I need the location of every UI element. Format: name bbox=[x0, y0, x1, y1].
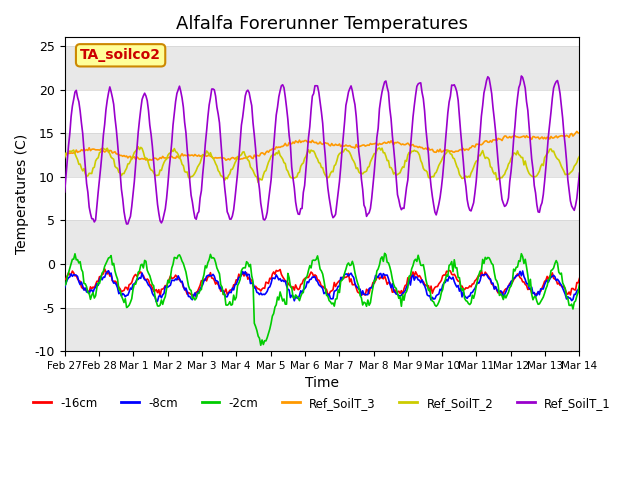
Bar bbox=[65, 133, 579, 177]
Text: TA_soilco2: TA_soilco2 bbox=[80, 48, 161, 62]
Bar bbox=[65, 308, 579, 351]
Bar bbox=[65, 220, 579, 264]
X-axis label: Time: Time bbox=[305, 376, 339, 390]
Y-axis label: Temperatures (C): Temperatures (C) bbox=[15, 134, 29, 254]
Bar bbox=[65, 46, 579, 90]
Title: Alfalfa Forerunner Temperatures: Alfalfa Forerunner Temperatures bbox=[176, 15, 468, 33]
Legend: -16cm, -8cm, -2cm, Ref_SoilT_3, Ref_SoilT_2, Ref_SoilT_1: -16cm, -8cm, -2cm, Ref_SoilT_3, Ref_Soil… bbox=[28, 392, 616, 414]
